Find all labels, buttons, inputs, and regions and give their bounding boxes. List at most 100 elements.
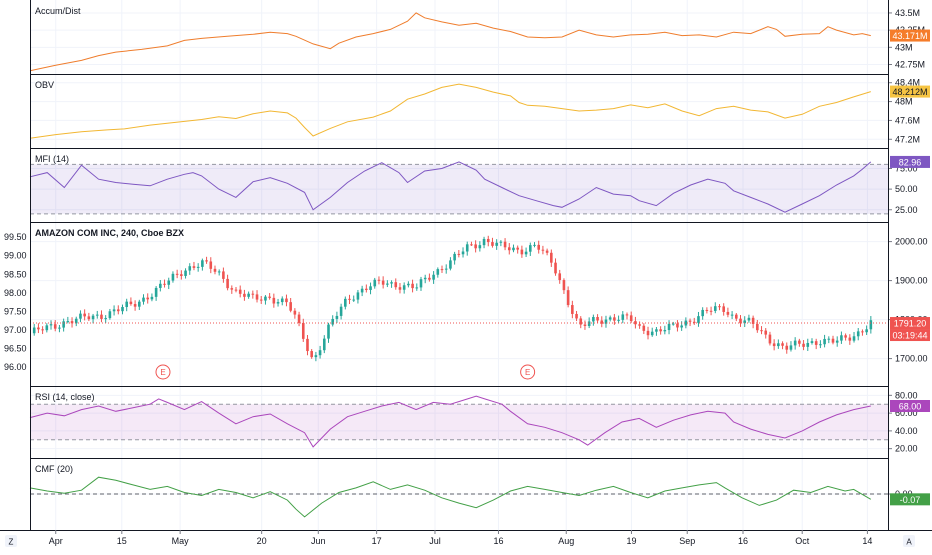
candle [608, 315, 612, 322]
candle-body [100, 314, 103, 319]
candle [550, 249, 553, 267]
candle-body [79, 313, 82, 319]
zoom-reset-button[interactable]: Z [5, 535, 17, 547]
candle-body [823, 338, 826, 345]
candle [507, 243, 511, 255]
candle-body [247, 293, 250, 297]
candle-body [566, 290, 570, 306]
candle-body [360, 288, 364, 293]
time-tick-label: Apr [49, 536, 63, 546]
band-fill [30, 164, 888, 214]
candle-body [285, 298, 288, 303]
candle [276, 298, 280, 307]
last-value-badge [890, 155, 930, 168]
candle [45, 323, 49, 333]
pane-2: 75.00 50.00 25.00 82.96 MFI (14) [29, 154, 930, 223]
candle [491, 237, 494, 248]
candle-body [432, 274, 435, 280]
pane-title: Accum/Dist [35, 6, 81, 16]
right-scale-tick: 20.00 [895, 444, 918, 454]
candle-body [188, 266, 192, 271]
candle-body [243, 293, 246, 297]
zoom-button-label: Z [9, 538, 14, 547]
candle-body [747, 317, 751, 321]
candle [348, 294, 351, 305]
candle [537, 240, 541, 254]
candle-body [814, 341, 818, 345]
candle-body [201, 260, 204, 267]
right-scale-tick: 48M [895, 97, 913, 107]
candle [503, 238, 507, 251]
candle-body [470, 244, 473, 246]
candle-body [831, 338, 835, 343]
last-value-label: -0.07 [900, 495, 921, 505]
auto-scale-button[interactable]: A [903, 535, 915, 547]
right-scale-tick: 1700.00 [895, 354, 928, 364]
candle-body [608, 317, 612, 320]
candle-body [159, 283, 162, 288]
candle-body [692, 321, 696, 323]
candle-body [272, 297, 276, 304]
earnings-event-marker[interactable]: E [520, 364, 536, 380]
candle [37, 323, 40, 334]
candle [827, 336, 831, 344]
candle-body [440, 269, 444, 271]
right-scale-tick: 1900.00 [895, 276, 928, 286]
time-tick-label: Jul [429, 536, 441, 546]
candle-body [503, 241, 507, 248]
candle [41, 326, 44, 335]
candle-body [238, 289, 242, 294]
earnings-marker-label: E [525, 368, 530, 377]
candle [449, 257, 452, 271]
candle-body [213, 268, 217, 272]
candle-body [180, 274, 183, 276]
time-tick-label: Oct [795, 536, 810, 546]
time-axis: Apr 15 May 20 Jun 17 Jul 16 Aug 19 Sep 16 Oct 14 [0, 530, 932, 546]
candle-body [205, 260, 208, 262]
right-scale-tick: 80.00 [895, 390, 918, 400]
candle [415, 283, 419, 291]
candle-body [579, 318, 583, 325]
candle-body [344, 298, 347, 307]
candle-body [318, 350, 322, 356]
candle-body [74, 318, 78, 324]
candle [747, 314, 751, 323]
candle-body [390, 282, 393, 284]
candle-body [402, 285, 406, 290]
candle-body [802, 343, 805, 347]
last-value-label: 1791.20 [894, 319, 927, 329]
candle [398, 282, 402, 294]
candle-body [70, 321, 74, 324]
candle [66, 316, 70, 324]
candle-body [705, 309, 709, 311]
candle [108, 308, 112, 320]
candle [79, 310, 82, 323]
pane-title: CMF (20) [35, 464, 73, 474]
candle [297, 311, 301, 327]
candle-body [398, 287, 402, 290]
candle [394, 278, 398, 290]
candle [121, 304, 124, 315]
right-scale-tick: 2000.00 [895, 237, 928, 247]
right-scale-tick: 47.6M [895, 115, 920, 125]
candle [558, 269, 562, 284]
candle [844, 333, 847, 341]
candle [100, 310, 103, 323]
candle-body [138, 301, 141, 307]
candle [167, 277, 171, 290]
right-scale-tick: 40.00 [895, 426, 918, 436]
candle [726, 307, 730, 318]
right-scale-tick: 60.00 [895, 408, 918, 418]
candle-body [684, 320, 688, 326]
pane-title: MFI (14) [35, 154, 69, 164]
candle [743, 316, 747, 328]
right-scale-tick: 47.2M [895, 134, 920, 144]
candle [671, 321, 675, 326]
candle [541, 245, 545, 255]
candle [554, 258, 557, 276]
candle [314, 351, 318, 362]
candle-body [58, 327, 61, 329]
earnings-event-marker[interactable]: E [155, 364, 171, 380]
